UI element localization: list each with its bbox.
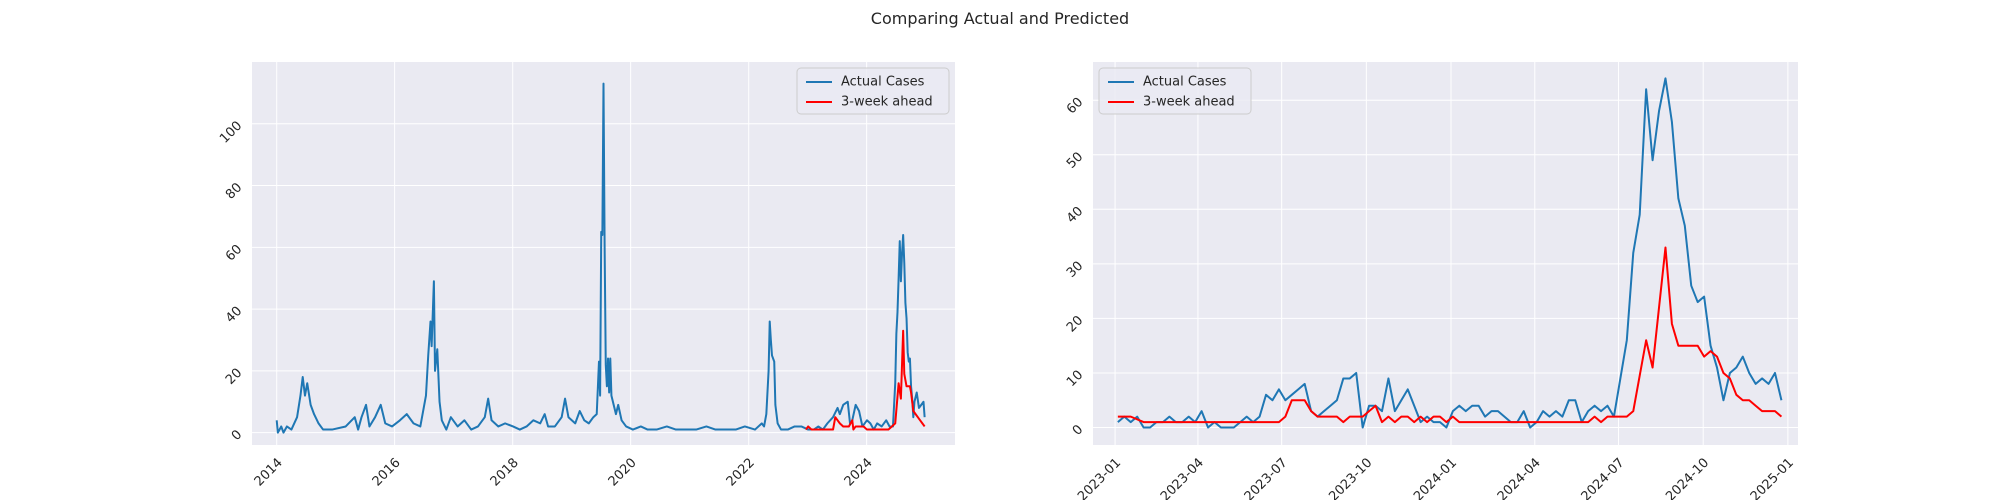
x-tick-label: 2014 xyxy=(252,455,286,489)
legend: Actual Cases 3-week ahead xyxy=(796,67,950,115)
prediction-line xyxy=(1117,246,1783,424)
x-tick-label: 2020 xyxy=(606,455,640,489)
y-tick-label: 60 xyxy=(223,242,245,264)
legend-label: 3-week ahead xyxy=(841,95,933,110)
y-tick-label: 10 xyxy=(1064,368,1086,390)
legend-box xyxy=(1098,67,1252,115)
x-tick-label: 2025-01 xyxy=(1748,455,1797,500)
y-tick-label: 100 xyxy=(217,118,245,146)
figure-title: Comparing Actual and Predicted xyxy=(871,9,1129,28)
x-tick-label: 2024-04 xyxy=(1495,455,1544,500)
x-tick-label: 2024-07 xyxy=(1579,455,1628,500)
y-tick-label: 80 xyxy=(223,180,245,202)
x-tick-label: 2023-04 xyxy=(1158,455,1207,500)
y-tick-label: 0 xyxy=(229,427,245,443)
x-tick-label: 2023-10 xyxy=(1326,455,1375,500)
actual-cases-line xyxy=(275,82,926,434)
x-tick-label: 2024 xyxy=(842,455,876,489)
legend-box xyxy=(796,67,950,115)
x-tick-label: 2024-01 xyxy=(1411,455,1460,500)
legend-label: Actual Cases xyxy=(841,75,925,90)
prediction-line xyxy=(805,329,926,431)
x-tick-label: 2023-01 xyxy=(1075,455,1124,500)
x-tick-label: 2018 xyxy=(488,455,522,489)
y-tick-label: 20 xyxy=(223,366,245,388)
x-tick-label: 2022 xyxy=(724,455,758,489)
x-tick-label: 2024-10 xyxy=(1663,455,1712,500)
y-tick-label: 20 xyxy=(1064,313,1086,335)
y-tick-label: 50 xyxy=(1064,149,1086,171)
y-tick-label: 0 xyxy=(1070,422,1086,438)
legend-label: Actual Cases xyxy=(1143,75,1227,90)
legend: Actual Cases 3-week ahead xyxy=(1098,67,1252,115)
plot-area xyxy=(1093,62,1798,445)
x-tick-label: 2023-07 xyxy=(1242,455,1291,500)
y-tick-label: 40 xyxy=(1064,204,1086,226)
x-tick-label: 2016 xyxy=(370,455,404,489)
y-tick-label: 60 xyxy=(1064,95,1086,117)
y-tick-label: 30 xyxy=(1064,259,1086,281)
legend-label: 3-week ahead xyxy=(1143,95,1235,110)
left-chart-panel: 2014 2016 2018 2020 2022 2024 0 20 40 60 80 100 Actu… xyxy=(217,62,955,489)
y-tick-label: 40 xyxy=(223,304,245,326)
right-chart-panel: 2023-01 2023-04 2023-07 2023-10 2024-01 2024-… xyxy=(1064,62,1798,500)
